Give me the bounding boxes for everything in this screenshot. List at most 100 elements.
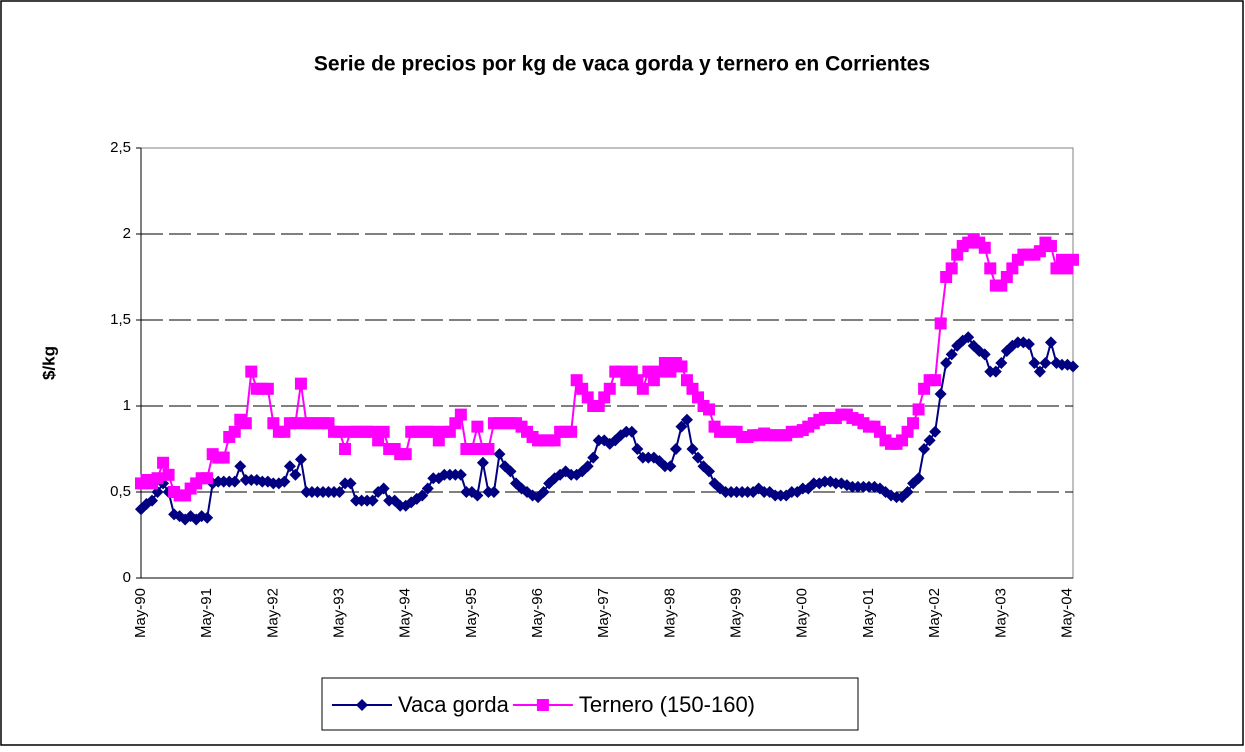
point [940,357,953,369]
point [234,460,247,473]
point [680,413,693,426]
point [493,448,506,461]
x-tick-label: May-95 [463,588,480,638]
point [294,453,307,466]
point [454,408,467,421]
y-tick-label: 0 [123,569,131,586]
point [487,486,500,498]
point [989,365,1002,378]
point [283,460,296,473]
x-tick-label: May-96 [529,588,546,638]
point [912,472,925,485]
point [151,472,164,485]
point [1067,253,1079,266]
point [691,451,704,464]
point [1022,338,1035,351]
point [504,465,517,478]
point [686,443,699,455]
point [1067,360,1079,373]
point [377,482,390,495]
point [471,420,484,433]
point [377,425,390,438]
point [1028,357,1041,369]
point [289,468,302,481]
point [454,468,467,481]
point [669,443,682,455]
point [565,425,578,438]
y-tick-label: 2 [123,225,131,242]
point [581,460,594,473]
x-tick-label: May-98 [661,588,678,638]
point [333,425,346,438]
y-tick-label: 1 [123,397,131,414]
point [912,403,925,416]
point [978,241,991,254]
point [537,486,550,498]
point [1044,336,1057,349]
point [228,425,241,438]
y-tick-label: 2,5 [110,139,131,156]
point [416,489,429,502]
point [984,262,997,275]
point [703,465,716,478]
point [945,262,958,275]
x-tick-label: May-94 [397,588,414,638]
x-tick-label: May-04 [1058,588,1075,638]
point [146,494,159,507]
point [1055,253,1068,266]
x-tick-label: May-02 [926,588,943,638]
point [603,382,616,395]
x-tick-label: May-01 [860,588,877,638]
point [631,443,644,455]
point [945,348,958,361]
point [465,443,478,455]
legend-label: Ternero (150-160) [579,692,755,717]
x-tick-label: May-92 [264,588,281,638]
point [245,365,258,378]
point [333,486,346,498]
point [923,434,936,447]
point [978,348,991,361]
point [421,482,434,495]
point [217,451,230,464]
point [278,475,291,488]
point [587,451,600,464]
point [261,382,274,395]
point [625,425,638,438]
point [201,511,214,524]
point [934,387,947,400]
point [289,417,302,430]
point [201,472,214,485]
x-tick-label: May-00 [794,588,811,638]
point [344,477,357,490]
point [934,317,947,330]
point [636,382,649,395]
point [962,331,975,344]
point [536,699,549,711]
x-tick-label: May-91 [198,588,215,638]
point [664,460,677,473]
legend-box [321,677,859,731]
plot-area [140,147,1074,579]
point [901,486,914,498]
point [294,377,307,390]
point [476,456,489,469]
point [228,475,241,488]
point [157,456,170,469]
x-tick-label: May-03 [992,588,1009,638]
chart-title: Serie de precios por kg de vaca gorda y … [314,53,930,76]
x-tick-label: May-93 [331,588,348,638]
point [918,443,931,455]
point [675,420,688,433]
point [356,699,368,711]
point [482,443,495,455]
point [366,494,379,507]
point [162,468,175,481]
point [399,448,412,461]
point [907,417,920,430]
point [995,357,1008,369]
point [1044,240,1057,253]
point [675,360,688,373]
point [1039,357,1052,369]
